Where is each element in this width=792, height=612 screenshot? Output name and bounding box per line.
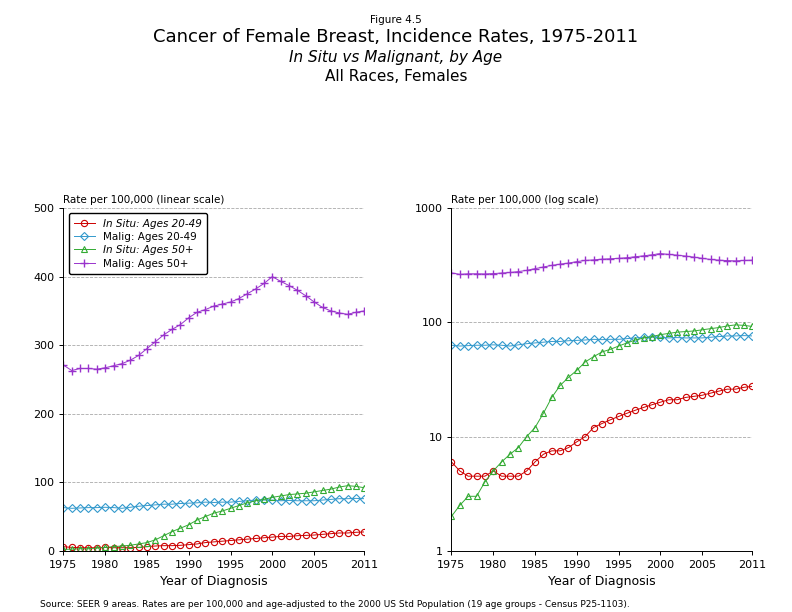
Text: In Situ vs Malignant, by Age: In Situ vs Malignant, by Age	[289, 50, 503, 65]
Text: Rate per 100,000 (log scale): Rate per 100,000 (log scale)	[451, 195, 599, 204]
X-axis label: Year of Diagnosis: Year of Diagnosis	[548, 575, 656, 588]
Legend: In Situ: Ages 20-49, Malig: Ages 20-49, In Situ: Ages 50+, Malig: Ages 50+: In Situ: Ages 20-49, Malig: Ages 20-49, …	[69, 214, 207, 274]
Text: Figure 4.5: Figure 4.5	[370, 15, 422, 25]
Text: Rate per 100,000 (linear scale): Rate per 100,000 (linear scale)	[63, 195, 225, 204]
Text: Source: SEER 9 areas. Rates are per 100,000 and age-adjusted to the 2000 US Std : Source: SEER 9 areas. Rates are per 100,…	[40, 600, 630, 609]
X-axis label: Year of Diagnosis: Year of Diagnosis	[160, 575, 268, 588]
Text: All Races, Females: All Races, Females	[325, 69, 467, 84]
Text: Cancer of Female Breast, Incidence Rates, 1975-2011: Cancer of Female Breast, Incidence Rates…	[154, 28, 638, 45]
